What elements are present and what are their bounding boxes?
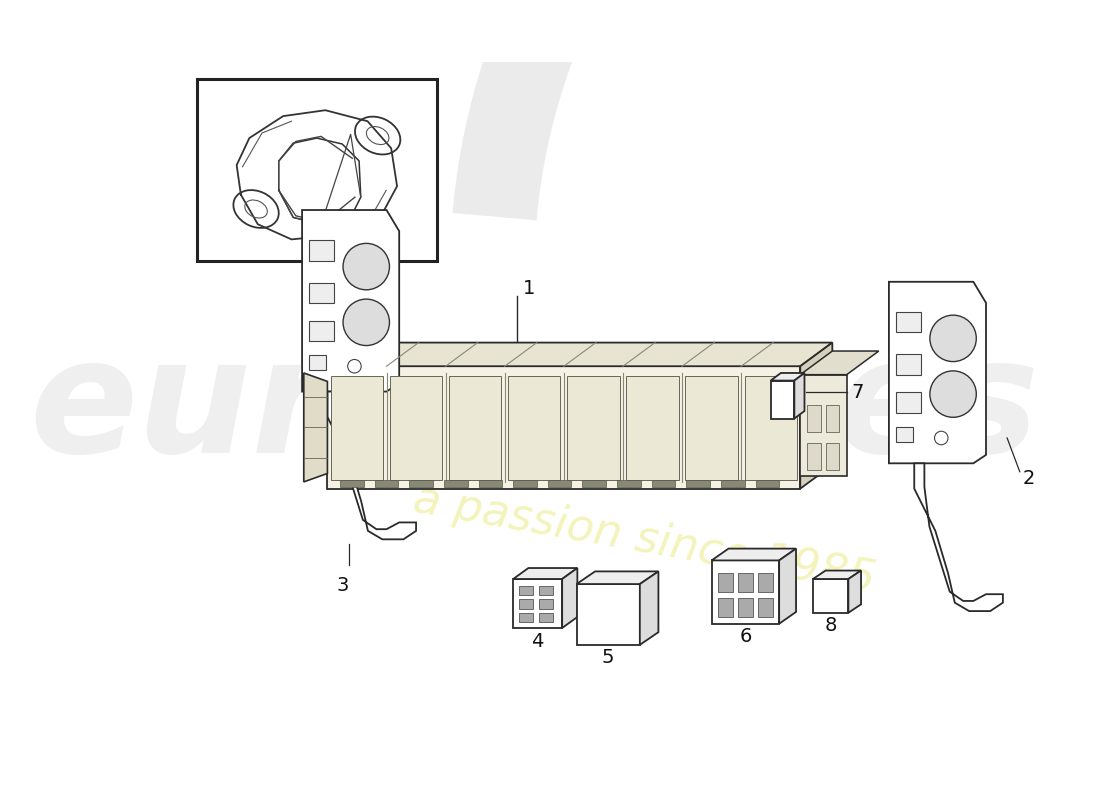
Polygon shape: [889, 282, 986, 463]
FancyBboxPatch shape: [738, 573, 754, 592]
Polygon shape: [514, 579, 562, 628]
Ellipse shape: [343, 243, 389, 290]
Text: 3: 3: [337, 576, 349, 594]
Polygon shape: [328, 366, 801, 489]
FancyBboxPatch shape: [519, 613, 532, 622]
Text: 7: 7: [851, 383, 864, 402]
Polygon shape: [449, 376, 502, 480]
FancyBboxPatch shape: [478, 480, 503, 487]
FancyBboxPatch shape: [309, 241, 334, 261]
Polygon shape: [389, 376, 442, 480]
Polygon shape: [576, 584, 640, 645]
Polygon shape: [712, 549, 796, 561]
FancyBboxPatch shape: [758, 573, 773, 592]
Polygon shape: [562, 568, 578, 628]
Polygon shape: [801, 374, 847, 476]
Polygon shape: [304, 373, 328, 482]
Polygon shape: [779, 549, 796, 624]
Polygon shape: [771, 381, 794, 418]
FancyBboxPatch shape: [539, 599, 553, 609]
Polygon shape: [331, 376, 383, 480]
FancyBboxPatch shape: [519, 599, 532, 609]
Polygon shape: [771, 373, 804, 381]
Text: 6: 6: [739, 627, 751, 646]
Polygon shape: [626, 376, 679, 480]
Text: a passion since 1985: a passion since 1985: [409, 478, 879, 601]
Text: 5: 5: [602, 649, 614, 667]
FancyBboxPatch shape: [738, 598, 754, 617]
FancyBboxPatch shape: [309, 321, 334, 341]
Polygon shape: [813, 570, 861, 579]
FancyBboxPatch shape: [826, 405, 839, 432]
Polygon shape: [801, 342, 833, 489]
Polygon shape: [514, 568, 578, 579]
FancyBboxPatch shape: [807, 405, 821, 432]
FancyBboxPatch shape: [651, 480, 675, 487]
Polygon shape: [685, 376, 738, 480]
Polygon shape: [568, 376, 619, 480]
Circle shape: [348, 359, 361, 373]
Polygon shape: [745, 376, 796, 480]
FancyBboxPatch shape: [514, 480, 537, 487]
FancyBboxPatch shape: [617, 480, 640, 487]
Ellipse shape: [343, 299, 389, 346]
Ellipse shape: [930, 371, 977, 418]
Polygon shape: [712, 561, 779, 624]
FancyBboxPatch shape: [758, 598, 773, 617]
FancyBboxPatch shape: [375, 480, 398, 487]
Text: 2: 2: [1022, 469, 1035, 488]
Polygon shape: [508, 376, 561, 480]
Polygon shape: [794, 373, 804, 418]
FancyBboxPatch shape: [895, 312, 921, 333]
Polygon shape: [640, 571, 659, 645]
Polygon shape: [813, 579, 848, 613]
Polygon shape: [801, 351, 879, 374]
Circle shape: [935, 431, 948, 445]
FancyBboxPatch shape: [444, 480, 468, 487]
Text: 1: 1: [524, 278, 536, 298]
Polygon shape: [848, 570, 861, 613]
FancyBboxPatch shape: [807, 443, 821, 470]
FancyBboxPatch shape: [539, 613, 553, 622]
FancyBboxPatch shape: [340, 480, 364, 487]
FancyBboxPatch shape: [197, 79, 437, 261]
FancyBboxPatch shape: [895, 393, 921, 413]
Polygon shape: [328, 391, 416, 539]
FancyBboxPatch shape: [756, 480, 779, 487]
FancyBboxPatch shape: [582, 480, 606, 487]
FancyBboxPatch shape: [826, 443, 839, 470]
Text: eurospares: eurospares: [30, 331, 1040, 486]
FancyBboxPatch shape: [686, 480, 710, 487]
Text: 4: 4: [531, 631, 543, 650]
FancyBboxPatch shape: [309, 282, 334, 303]
Polygon shape: [302, 210, 399, 391]
FancyBboxPatch shape: [720, 480, 745, 487]
FancyBboxPatch shape: [717, 573, 733, 592]
FancyBboxPatch shape: [548, 480, 571, 487]
Text: 8: 8: [825, 616, 837, 635]
FancyBboxPatch shape: [409, 480, 433, 487]
Polygon shape: [914, 463, 1003, 611]
Ellipse shape: [930, 315, 977, 362]
FancyBboxPatch shape: [519, 586, 532, 595]
FancyBboxPatch shape: [717, 598, 733, 617]
FancyBboxPatch shape: [539, 586, 553, 595]
FancyBboxPatch shape: [895, 354, 921, 374]
Polygon shape: [452, 0, 751, 220]
FancyBboxPatch shape: [895, 427, 913, 442]
Polygon shape: [328, 342, 833, 366]
FancyBboxPatch shape: [309, 355, 326, 370]
Polygon shape: [576, 571, 659, 584]
